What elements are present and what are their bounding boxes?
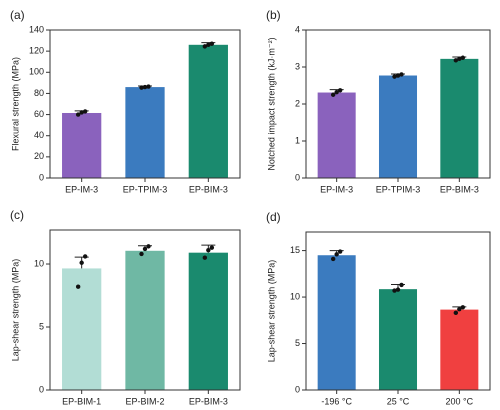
y-tick-label: 20 (34, 151, 44, 161)
y-tick-label: 10 (290, 291, 300, 301)
y-tick-label: 4 (295, 24, 300, 34)
axes-frame (49, 229, 241, 391)
data-point (79, 110, 84, 115)
data-point (202, 255, 208, 260)
data-point (457, 56, 462, 62)
x-tick-label: EP-BIM-2 (125, 396, 164, 406)
y-tick-label: 40 (34, 130, 44, 140)
y-tick-label: 100 (29, 67, 44, 77)
data-point (330, 256, 336, 262)
y-axis-label: Notched impact strength (kJ·m⁻²) (266, 37, 276, 170)
data-point (334, 252, 339, 257)
axes-frame (305, 231, 491, 391)
data-point (337, 88, 343, 93)
bar (378, 75, 418, 178)
data-point (206, 247, 211, 253)
y-tick-label: 0 (39, 172, 44, 182)
bar (188, 44, 228, 178)
x-tick-label: -196 °C (321, 396, 352, 406)
panel-label: (b) (266, 8, 281, 22)
x-tick-label: EP-TPIM-3 (123, 184, 168, 194)
x-tick-label: EP-BIM-3 (189, 396, 228, 406)
data-point (75, 284, 81, 289)
y-tick-label: 3 (295, 61, 300, 71)
x-tick-label: EP-TPIM-3 (376, 184, 421, 194)
y-axis-label: Flexural strength (MPa) (10, 57, 20, 151)
data-point (453, 310, 459, 316)
data-point (209, 245, 215, 250)
bar (440, 58, 479, 178)
panel-label: (d) (266, 210, 281, 224)
y-tick-label: 0 (295, 384, 300, 394)
y-tick-label: 1 (295, 135, 300, 145)
y-tick-label: 5 (295, 338, 300, 348)
x-tick-label: 200 °C (446, 396, 474, 406)
bar (317, 255, 356, 390)
data-point (142, 84, 148, 90)
x-tick-label: EP-BIM-1 (62, 396, 101, 406)
data-point (142, 246, 148, 252)
y-tick-label: 0 (295, 172, 300, 182)
data-point (82, 254, 88, 259)
x-tick-label: EP-IM-3 (65, 184, 98, 194)
axes-frame (305, 29, 491, 179)
data-point (395, 287, 401, 292)
bar (188, 252, 228, 390)
y-tick-label: 2 (295, 98, 300, 108)
bar (62, 112, 102, 178)
panel-label: (c) (10, 208, 24, 222)
bar (125, 87, 165, 178)
y-axis-label: Lap-shear strength (MPa) (10, 259, 20, 362)
x-tick-label: EP-BIM-3 (189, 184, 228, 194)
y-tick-label: 15 (290, 245, 300, 255)
data-point (139, 85, 144, 90)
x-tick-label: EP-BIM-3 (440, 184, 479, 194)
y-tick-label: 0 (39, 384, 44, 394)
y-tick-label: 120 (29, 46, 44, 56)
data-point (330, 92, 336, 97)
data-point (202, 44, 208, 49)
y-tick-label: 5 (39, 321, 44, 331)
data-point (82, 109, 88, 114)
y-tick-label: 60 (34, 109, 44, 119)
data-point (460, 305, 466, 310)
data-point (399, 72, 404, 77)
data-point (392, 288, 397, 293)
data-point (334, 89, 339, 95)
axes-frame (49, 29, 241, 179)
bar (317, 92, 356, 178)
x-tick-label: EP-IM-3 (320, 184, 353, 194)
data-point (209, 41, 215, 46)
x-tick-label: 25 °C (387, 396, 410, 406)
data-point (146, 244, 151, 249)
panel-label: (a) (10, 8, 25, 22)
data-point (139, 251, 144, 257)
data-point (460, 55, 466, 60)
y-tick-label: 10 (34, 258, 44, 268)
data-point (337, 249, 343, 254)
y-tick-label: 140 (29, 24, 44, 34)
data-point (206, 42, 211, 47)
y-tick-label: 80 (34, 88, 44, 98)
bar (125, 250, 165, 390)
data-point (146, 84, 151, 89)
data-point (453, 58, 459, 63)
y-axis-label: Lap-shear strength (MPa) (266, 260, 276, 363)
bar (440, 309, 479, 390)
bar (378, 289, 418, 390)
bar (62, 268, 102, 390)
data-point (79, 260, 84, 265)
data-point (75, 112, 81, 117)
data-point (392, 74, 397, 79)
data-point (395, 73, 401, 78)
data-point (399, 282, 404, 288)
data-point (457, 306, 462, 312)
